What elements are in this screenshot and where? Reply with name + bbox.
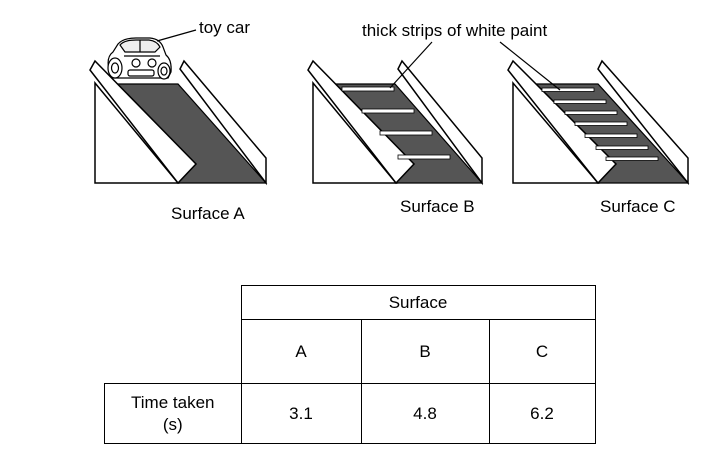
paint-strip (361, 108, 415, 114)
table-column-b: B (360, 319, 490, 384)
ramp-c-strips (541, 87, 659, 161)
surface-c-label: Surface C (600, 197, 676, 216)
ramp-c-right-rail (597, 59, 689, 186)
paint-strip (584, 133, 638, 138)
ramp-a-left-wall (94, 80, 180, 184)
ramp-a-left-rail (89, 59, 198, 185)
ramp-b (307, 59, 484, 186)
paint-strip (397, 154, 451, 160)
table-column-c: C (488, 319, 596, 384)
paint-strip (574, 121, 628, 126)
toy-car-icon (107, 37, 172, 80)
paint-strip (341, 86, 395, 92)
ramp-b-left-rail (307, 59, 416, 185)
paint-strip (564, 110, 618, 115)
table-value-c: 6.2 (488, 383, 596, 444)
table-blank-cell (105, 320, 242, 384)
paint-strip (605, 156, 659, 161)
ramp-b-right-rail (397, 59, 483, 186)
table-blank-cell (105, 286, 242, 320)
table-value-b: 4.8 (360, 383, 490, 444)
ramp-c-left-rail (507, 59, 618, 185)
strips-leader-line-b (389, 41, 433, 89)
paint-strip (541, 87, 595, 92)
ramp-c (507, 59, 690, 186)
ramp-c-left-wall (512, 80, 600, 184)
ramp-a (89, 59, 268, 186)
ramp-a-right-rail (179, 59, 267, 186)
surface-b-label: Surface B (400, 197, 475, 216)
paint-strip (379, 130, 433, 136)
surface-a-label: Surface A (171, 204, 245, 223)
table-column-a: A (240, 319, 362, 384)
toy-car-leader-line (156, 29, 197, 42)
ramp-b-left-wall (312, 80, 398, 184)
table-header-surface: Surface (240, 285, 596, 320)
table-value-a: 3.1 (240, 383, 362, 444)
ramp-b-strips (341, 86, 451, 160)
paint-strip (595, 145, 649, 150)
table-row-label-time: Time taken (s) (104, 383, 242, 444)
strips-leader-line-c (499, 41, 561, 91)
toy-car-label: toy car (199, 18, 251, 37)
paint-strip (553, 99, 607, 104)
results-table: Surface A B C Time taken (s) 3.1 4.8 6.2 (104, 285, 596, 444)
strips-label: thick strips of white paint (362, 21, 548, 40)
